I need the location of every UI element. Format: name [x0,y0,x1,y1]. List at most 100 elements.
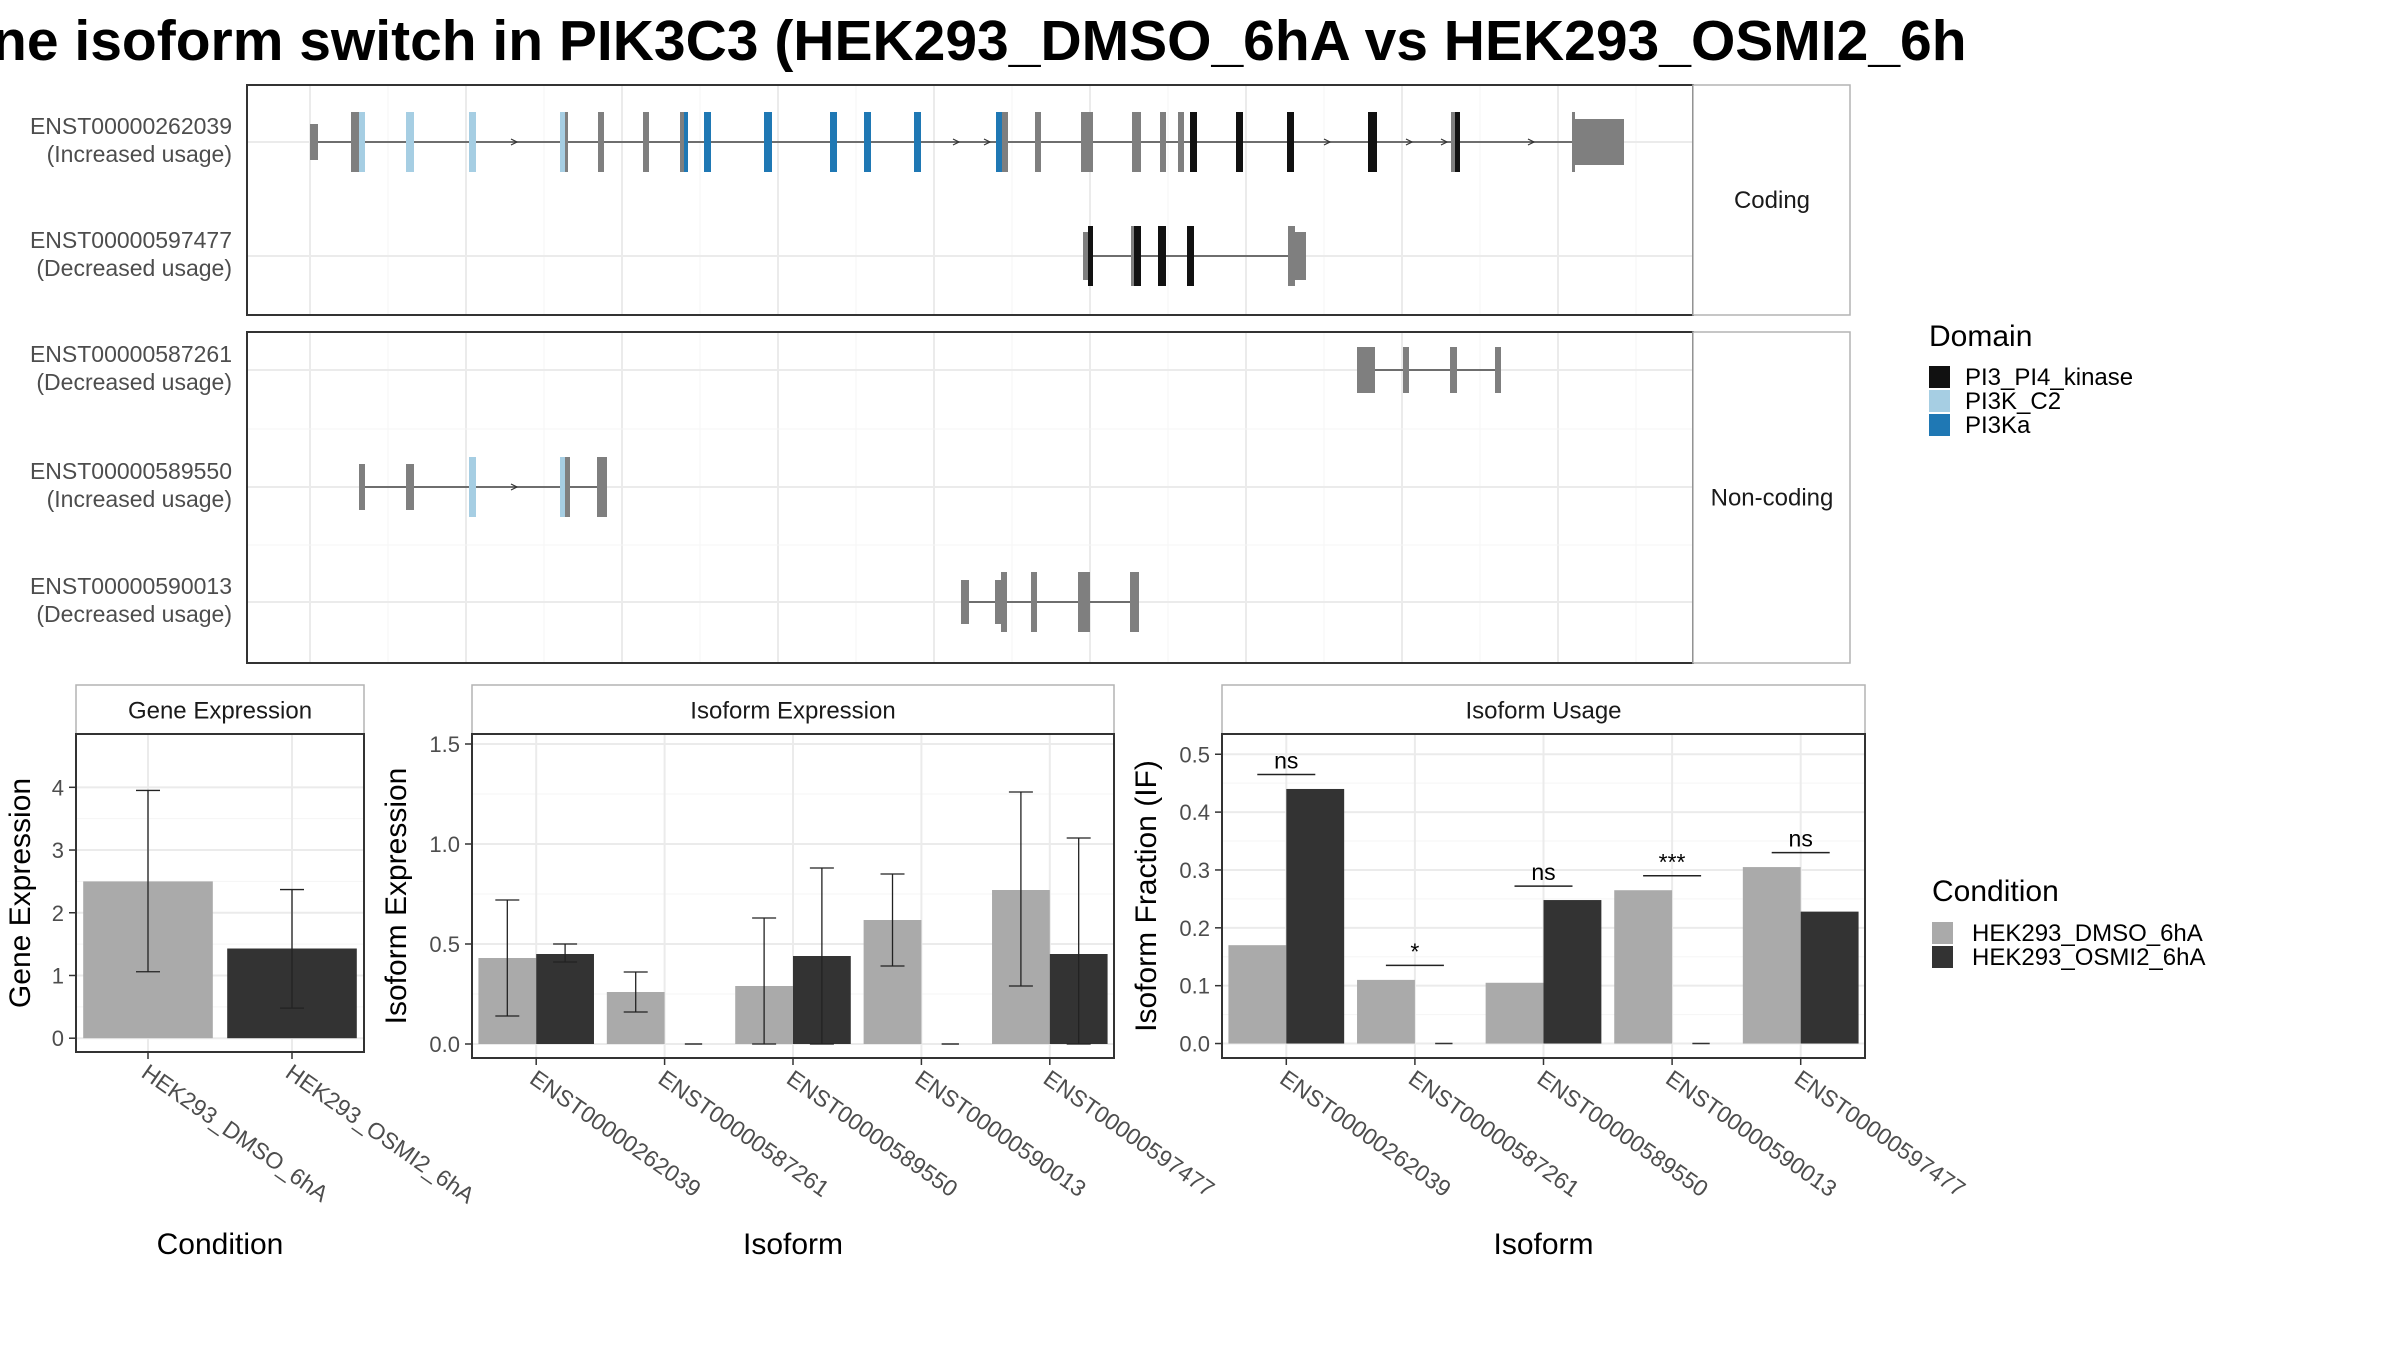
exon [830,112,837,172]
y-tick-label: 0.1 [1179,974,1210,999]
facet-panel-bg [247,332,1693,663]
legend-title: Condition [1932,875,2059,908]
exon [565,457,570,517]
legend-label: HEK293_DMSO_6hA [1972,920,2203,947]
exon [1130,572,1139,632]
y-tick-label: 3 [52,838,64,863]
exon [469,457,476,517]
y-tick-label: 1 [52,963,64,988]
exon [1574,119,1624,165]
exon [1078,572,1090,632]
exon [684,112,688,172]
bar [1614,890,1673,1044]
strand-arrow [1440,138,1449,146]
strand-arrow [510,138,519,146]
legend-key [1932,922,1953,944]
exon [1451,112,1457,172]
bar [1800,911,1859,1044]
panel-strip-title: Isoform Usage [1465,698,1621,725]
transcript-usage-label: (Decreased usage) [36,255,232,281]
strand-arrow [510,483,519,491]
strand-arrow [952,138,961,146]
legend-key [1932,946,1953,968]
exon [1001,572,1007,632]
exon [359,112,365,172]
bar [536,954,594,1044]
y-tick-label: 2 [52,901,64,926]
y-tick-label: 4 [52,775,64,800]
transcript-id-label: ENST00000597477 [30,227,232,253]
exon [598,112,604,172]
legend-label: PI3K_C2 [1965,388,2061,415]
y-tick-label: 0.0 [1179,1032,1210,1057]
isoform-expression-panel: Isoform Expression0.00.51.01.5ENST000002… [380,684,1219,1261]
x-axis-title: Condition [157,1228,284,1261]
facet-strip-label: Non-coding [1711,485,1834,512]
exon [995,580,1001,624]
page-title: ne isoform switch in PIK3C3 (HEK293_DMSO… [0,9,1967,73]
exon [1160,112,1166,172]
significance-label: * [1410,938,1419,964]
legend-label: PI3_PI4_kinase [1965,364,2133,391]
exon [1572,112,1575,172]
y-tick-label: 0.0 [429,1032,460,1057]
exon [359,464,365,510]
exon [1357,347,1375,393]
exon [310,124,318,160]
significance-label: ns [1789,826,1813,852]
y-tick-label: 1.5 [429,732,460,757]
y-tick-label: 1.0 [429,832,460,857]
significance-label: ns [1531,859,1555,885]
transcript-id-label: ENST00000262039 [30,113,232,139]
exon [914,112,921,172]
strand-arrow [1323,138,1332,146]
exon [1236,112,1243,172]
significance-label: *** [1659,849,1686,875]
bar [1286,788,1345,1044]
panel-strip-title: Isoform Expression [690,698,895,725]
exon [560,457,566,517]
exon [469,112,476,172]
exon [1081,112,1093,172]
exon [1178,112,1184,172]
bar [1485,982,1544,1044]
bar [1742,867,1801,1044]
strand-arrow [1527,138,1536,146]
exon [406,112,414,172]
significance-label: ns [1274,748,1298,774]
transcript-id-label: ENST00000590013 [30,573,232,599]
transcript-usage-label: (Increased usage) [47,141,232,167]
legend-title: Domain [1929,320,2032,353]
facet-strip [1692,84,1851,316]
exon [1031,572,1037,632]
exon [704,112,711,172]
exon [565,112,568,172]
transcript-id-label: ENST00000587261 [30,341,232,367]
exon [560,112,567,172]
facet-strip-label: Coding [1734,187,1810,214]
transcript-structure-plot: ENST00000262039(Increased usage) ENST0000… [30,84,1851,664]
exon [864,112,871,172]
exon [1158,226,1166,286]
exon [1134,226,1141,286]
bar [1357,979,1415,1044]
y-tick-label: 0.3 [1179,858,1210,883]
legend-key [1929,390,1950,412]
exon [1035,112,1041,172]
transcript-id-label: ENST00000589550 [30,458,232,484]
y-tick-label: 0.5 [1179,742,1210,767]
exon [1132,112,1141,172]
exon [1190,112,1197,172]
x-axis-title: Isoform [1493,1228,1593,1261]
y-tick-label: 0.2 [1179,916,1210,941]
panel-strip-title: Gene Expression [128,698,312,725]
strand-arrow [983,138,992,146]
exon [1403,347,1409,393]
bar [1543,900,1602,1044]
legend-key [1929,366,1950,388]
exon [1293,232,1306,280]
transcript-usage-label: (Decreased usage) [36,601,232,627]
exon [1495,347,1501,393]
